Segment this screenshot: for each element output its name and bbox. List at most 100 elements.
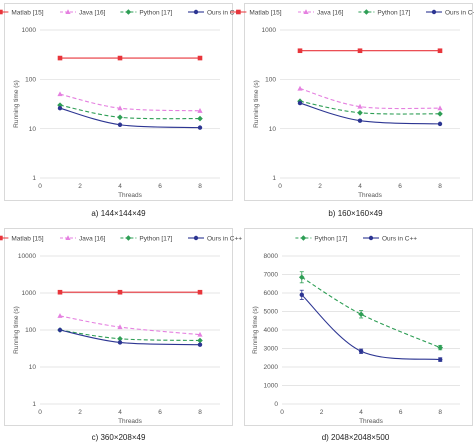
data-point-ours-in-c-8 <box>437 121 443 127</box>
legend-marker-matlab-15 <box>236 9 241 15</box>
data-point-java-16-4 <box>357 103 363 109</box>
data-point-ours-in-c-4 <box>117 340 123 345</box>
data-point-ours-in-c-8 <box>197 342 203 347</box>
data-point-java-16-4 <box>117 324 123 330</box>
legend-marker-python-17 <box>125 235 132 241</box>
legend-label-matlab-15: Matlab [15] <box>11 235 43 242</box>
chart-panel-d: 0 1000 2000 3000 4000 5000 6000 7000 8000 0 2 4 6 8 Th… <box>237 222 474 445</box>
y-tick-label-1000: 1000 <box>22 290 37 297</box>
legend-marker-java-16 <box>65 235 71 240</box>
series-python-17 <box>297 98 443 117</box>
x-tick-label-2: 2 <box>318 183 322 190</box>
series-line-python-17 <box>59 104 201 120</box>
series-line-ours-in-c <box>301 294 441 361</box>
chart-panel-a: 1 10 100 1000 0 2 4 6 8 Threads Running time (s) Ma… <box>0 0 242 222</box>
x-axis-title: Threads <box>359 418 384 425</box>
series-python-17 <box>57 102 203 122</box>
legend-marker-ours-in-c <box>431 9 437 15</box>
legend-marker-java-16 <box>303 9 309 14</box>
y-tick-label-10: 10 <box>29 364 37 371</box>
legend-marker-ours-in-c <box>193 235 199 241</box>
y-tick-label-100: 100 <box>265 77 276 84</box>
data-point-python-17-8 <box>197 337 203 344</box>
y-axis-title: Running time (s) <box>253 80 260 128</box>
x-tick-label-4: 4 <box>118 183 122 190</box>
y-tick-label-7000: 7000 <box>264 272 279 279</box>
y-tick-label-1: 1 <box>272 175 276 182</box>
y-tick-label-1000: 1000 <box>264 383 279 390</box>
legend: Matlab [15] Java [16] Python [17] Ours in C… <box>230 9 474 16</box>
data-point-java-16-1 <box>57 91 63 97</box>
data-point-python-17-1 <box>298 274 305 281</box>
y-tick-label-6000: 6000 <box>264 290 279 297</box>
chart-b-svg: 1 10 100 1000 0 2 4 6 8 Threads Running time (s) Ma… <box>230 9 474 199</box>
legend-label-matlab-15: Matlab [15] <box>11 9 43 16</box>
y-axis-title: Running time (s) <box>252 306 259 354</box>
series-python-17 <box>298 271 444 351</box>
x-axis-title: Threads <box>118 192 143 199</box>
data-point-matlab-15-8 <box>197 289 203 295</box>
y-tick-label-5000: 5000 <box>264 309 279 316</box>
y-tick-label-1: 1 <box>32 175 36 182</box>
series-line-python-17 <box>301 276 441 349</box>
x-tick-label-8: 8 <box>438 183 442 190</box>
data-point-ours-in-c-4 <box>357 118 363 123</box>
x-tick-label-8: 8 <box>438 409 442 416</box>
legend-label-java-16: Java [16] <box>79 235 106 242</box>
x-tick-label-6: 6 <box>158 409 162 416</box>
data-point-ours-in-c-8 <box>197 125 203 130</box>
y-tick-label-1000: 1000 <box>22 27 37 34</box>
legend: Python [17] Ours in C++ <box>295 235 417 242</box>
y-tick-label-8000: 8000 <box>264 253 279 260</box>
x-axis-title: Threads <box>358 192 383 199</box>
x-tick-label-8: 8 <box>198 409 202 416</box>
series-ours-in-c <box>57 105 203 130</box>
data-point-python-17-1 <box>57 102 63 108</box>
grid-lines <box>282 255 460 405</box>
x-tick-label-4: 4 <box>359 409 363 416</box>
y-tick-label-2000: 2000 <box>264 364 279 371</box>
legend-marker-java-16 <box>65 9 71 14</box>
series-ours-in-c <box>297 100 443 127</box>
chart-caption-c: c) 360×208×49 <box>91 433 146 442</box>
data-point-matlab-15-4 <box>357 48 363 54</box>
series-line-ours-in-c <box>59 329 201 346</box>
legend-label-ours-in-c: Ours in C++ <box>207 9 242 16</box>
y-tick-label-1000: 1000 <box>262 27 277 34</box>
y-tick-label-4000: 4000 <box>264 327 279 334</box>
data-point-python-17-4 <box>117 114 123 121</box>
data-point-ours-in-c-4 <box>117 122 123 127</box>
x-tick-label-6: 6 <box>399 409 403 416</box>
y-tick-label-1: 1 <box>32 401 36 408</box>
legend-label-matlab-15: Matlab [15] <box>249 9 281 16</box>
x-tick-label-6: 6 <box>398 183 402 190</box>
series-python-17 <box>57 327 203 344</box>
x-tick-label-0: 0 <box>280 409 284 416</box>
chart-d-svg: 0 1000 2000 3000 4000 5000 6000 7000 8000 0 2 4 6 8 Th… <box>252 235 460 425</box>
data-point-matlab-15-4 <box>117 55 123 61</box>
y-tick-label-100: 100 <box>25 327 36 334</box>
legend-label-ours-in-c: Ours in C++ <box>382 235 417 242</box>
x-tick-label-0: 0 <box>38 409 42 416</box>
chart-frame-b <box>244 3 473 201</box>
data-point-ours-in-c-1 <box>297 100 303 106</box>
series-java-16 <box>57 91 203 113</box>
data-point-matlab-15-8 <box>437 48 443 54</box>
series-matlab-15 <box>57 289 203 295</box>
series-java-16 <box>297 85 443 111</box>
legend-label-ours-in-c: Ours in C++ <box>207 235 242 242</box>
data-point-java-16-8 <box>197 108 203 113</box>
legend-marker-python-17 <box>300 235 307 241</box>
series-line-java-16 <box>59 315 201 336</box>
x-tick-label-2: 2 <box>78 409 82 416</box>
data-point-java-16-4 <box>117 105 123 111</box>
data-point-java-16-8 <box>437 105 443 111</box>
series-ours-in-c <box>299 289 443 362</box>
x-tick-label-0: 0 <box>278 183 282 190</box>
chart-a-svg: 1 10 100 1000 0 2 4 6 8 Threads Running time (s) Ma… <box>0 9 242 199</box>
chart-c-svg: 1 10 100 1000 10000 0 2 4 6 8 Threads Running time … <box>0 235 242 425</box>
data-point-matlab-15-8 <box>197 55 203 61</box>
chart-caption-d: d) 2048×2048×500 <box>321 433 390 442</box>
chart-caption-a: a) 144×144×49 <box>91 209 146 218</box>
y-tick-label-10: 10 <box>29 126 37 133</box>
